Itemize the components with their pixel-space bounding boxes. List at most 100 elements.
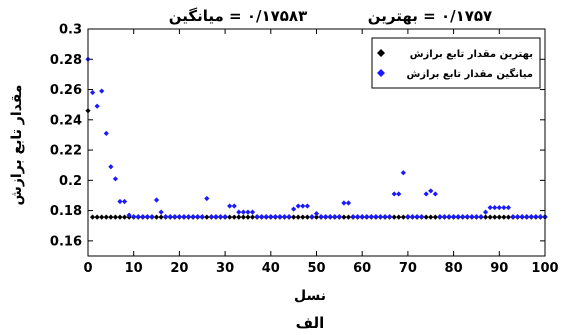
mean-fitness-point: [524, 214, 530, 220]
plot-frame: [87, 28, 546, 257]
data-marks: [85, 56, 548, 220]
y-tick-label: 0.24: [50, 113, 82, 128]
x-tick-label: 0: [83, 261, 92, 276]
mean-fitness-point: [446, 214, 452, 220]
mean-fitness-point: [350, 214, 356, 220]
mean-fitness-point: [391, 191, 397, 197]
mean-fitness-point: [300, 203, 306, 209]
figure-label: الف: [296, 314, 325, 332]
mean-fitness-point: [140, 214, 146, 220]
best-fitness-point: [432, 214, 438, 220]
mean-fitness-point: [309, 214, 315, 220]
best-fitness-point: [158, 214, 164, 220]
best-fitness-point: [99, 214, 105, 220]
mean-fitness-point: [208, 214, 214, 220]
best-fitness-point: [423, 214, 429, 220]
mean-fitness-point: [505, 204, 512, 211]
best-fitness-point: [153, 214, 160, 220]
mean-fitness-point: [405, 214, 411, 220]
mean-fitness-point: [469, 214, 475, 220]
mean-fitness-point: [423, 191, 429, 197]
best-fitness-point: [304, 214, 310, 220]
best-fitness-point: [108, 214, 114, 220]
mean-fitness-point: [396, 191, 402, 197]
mean-fitness-point: [318, 214, 324, 220]
mean-fitness-point: [323, 214, 329, 220]
best-fitness-point: [240, 214, 246, 220]
mean-fitness-point: [336, 214, 342, 220]
mean-fitness-point: [213, 214, 219, 220]
mean-fitness-point: [286, 214, 292, 220]
best-fitness-point: [112, 214, 119, 220]
mean-fitness-point: [217, 214, 224, 220]
mean-fitness-point: [455, 214, 461, 220]
mean-fitness-point: [126, 212, 132, 218]
x-tick-label: 70: [399, 261, 417, 276]
mean-fitness-point: [359, 214, 365, 220]
best-fitness-point: [505, 214, 512, 220]
mean-fitness-point: [190, 214, 196, 220]
mean-fitness-point: [368, 214, 374, 220]
mean-fitness-point: [355, 214, 361, 220]
mean-fitness-point: [176, 214, 182, 220]
legend-label-best: بهترین مقدار تابع برازش: [410, 49, 533, 60]
best-fitness-point: [94, 214, 100, 220]
legend: بهترین مقدار تابع برازش میانگین مقدار تا…: [371, 37, 541, 89]
best-fitness-point: [428, 214, 434, 220]
mean-fitness-point: [537, 214, 544, 220]
mean-fitness-point: [478, 214, 484, 220]
best-fitness-point: [345, 214, 352, 220]
mean-fitness-point: [204, 195, 210, 202]
mean-fitness-point: [263, 214, 269, 220]
mean-fitness-point: [364, 214, 370, 220]
mean-fitness-point: [473, 214, 480, 220]
best-fitness-point: [391, 214, 397, 220]
mean-fitness-point: [112, 176, 119, 182]
mean-fitness-point: [487, 204, 493, 211]
mean-fitness-point: [345, 200, 352, 206]
mean-fitness-point: [268, 214, 274, 220]
legend-box: [371, 37, 541, 89]
mean-fitness-point: [94, 103, 100, 109]
x-tick-label: 80: [445, 261, 463, 276]
mean-fitness-point: [377, 214, 384, 220]
mean-fitness-point: [222, 214, 228, 220]
y-tick-label: 0.28: [50, 53, 82, 68]
mean-fitness-point: [259, 214, 265, 220]
best-fitness-point: [496, 214, 502, 220]
legend-label-mean: میانگین مقدار تابع برازش: [406, 67, 533, 80]
mean-fitness-point: [437, 214, 443, 220]
x-tick-label: 60: [353, 261, 371, 276]
y-tick-label: 0.26: [50, 83, 82, 98]
mean-fitness-point: [245, 209, 251, 215]
best-fitness-point: [231, 214, 237, 220]
mean-fitness-point: [514, 214, 521, 220]
mean-fitness-point: [149, 214, 155, 220]
x-tick-label: 50: [307, 261, 325, 276]
mean-fitness-point: [99, 88, 105, 94]
mean-fitness-point: [382, 214, 388, 220]
x-tick-label: 10: [125, 261, 143, 276]
y-tick-label: 0.2: [59, 174, 82, 189]
mean-fitness-point: [304, 203, 310, 209]
best-fitness-point: [291, 214, 297, 220]
y-tick-label: 0.22: [50, 144, 82, 159]
best-fitness-point: [89, 214, 96, 220]
mean-fitness-point: [460, 214, 466, 220]
x-tick-label: 20: [170, 261, 188, 276]
mean-fitness-point: [501, 204, 507, 211]
mean-fitness-point: [295, 203, 301, 209]
best-fitness-point: [492, 214, 498, 220]
mean-fitness-point: [117, 198, 123, 205]
best-fitness-point: [121, 214, 128, 220]
y-axis-label: مقدار تابع برازش: [9, 85, 25, 206]
mean-fitness-point: [277, 214, 283, 220]
best-fitness-point: [482, 214, 489, 220]
best-fitness-point: [249, 214, 256, 220]
mean-fitness-point: [510, 214, 516, 220]
mean-fitness-point: [103, 130, 109, 137]
best-fitness-point: [313, 214, 320, 220]
mean-fitness-point: [496, 204, 502, 211]
mean-fitness-point: [144, 214, 151, 220]
